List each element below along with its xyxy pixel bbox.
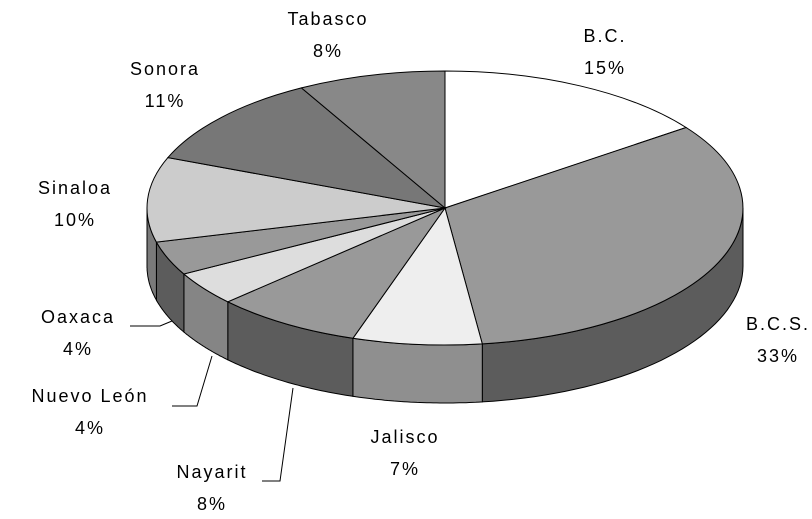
- slice-label: Nuevo León: [31, 386, 148, 406]
- value-label: 33%: [757, 346, 799, 366]
- slice: [300, 70, 446, 210]
- value-label: 8%: [197, 494, 227, 514]
- slice: [352, 206, 483, 346]
- slice: [146, 157, 446, 243]
- slice-side: [352, 337, 483, 404]
- value-label: 11%: [145, 91, 186, 111]
- leader-line: [172, 355, 213, 407]
- value-label: 4%: [75, 418, 105, 438]
- leader-line: [262, 387, 294, 482]
- leader-lines: [130, 320, 294, 482]
- leader-line: [130, 320, 173, 327]
- value-label: 15%: [584, 58, 626, 78]
- slice: [166, 87, 447, 209]
- slice-label: Sinaloa: [38, 178, 112, 198]
- slice-label: B.C.S.: [746, 314, 810, 334]
- value-label: 7%: [390, 459, 420, 479]
- value-label: 4%: [63, 339, 93, 359]
- value-label: 10%: [54, 210, 96, 230]
- slice-label: Sonora: [130, 59, 200, 79]
- slice: [444, 126, 744, 345]
- slice: [226, 206, 447, 339]
- slice-label: Nayarit: [176, 462, 247, 482]
- slice-label: Oaxaca: [41, 307, 115, 327]
- slice: [444, 70, 688, 209]
- slice-label: Tabasco: [287, 9, 368, 29]
- slice-label: B.C.: [583, 26, 626, 46]
- value-label: 8%: [313, 41, 343, 61]
- slice-label: Jalisco: [370, 427, 439, 447]
